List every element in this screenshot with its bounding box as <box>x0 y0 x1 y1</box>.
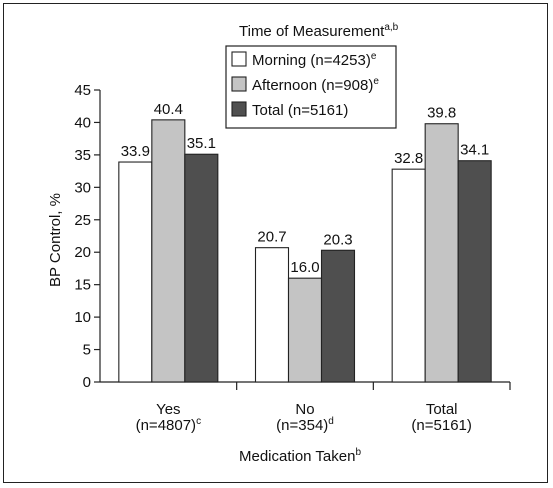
bar <box>151 119 186 383</box>
bar-value-label: 35.1 <box>187 135 216 152</box>
y-tick-label: 45 <box>74 82 91 99</box>
legend-swatch <box>231 76 247 92</box>
y-tick-label: 15 <box>74 277 91 294</box>
category-sublabel: (n=5161) <box>411 417 471 434</box>
x-axis-label-sup: b <box>355 447 361 458</box>
category-sublabel: (n=4807)c <box>136 416 201 434</box>
chart-frame <box>3 3 548 483</box>
bar <box>118 161 153 383</box>
y-tick-label: 40 <box>74 114 91 131</box>
legend-label-sup: e <box>371 51 377 62</box>
y-tick-label: 25 <box>74 212 91 229</box>
legend-title-text: Time of Measurement <box>239 23 385 40</box>
legend-title: Time of Measurementa,b <box>239 22 399 40</box>
category-sublabel: (n=354)d <box>276 416 334 434</box>
legend-label-text: Total (n=5161) <box>252 102 348 119</box>
bar <box>287 277 323 383</box>
category-sublabel-sup: d <box>328 416 334 427</box>
category-sublabel-text: (n=4807) <box>136 417 196 434</box>
bar <box>424 123 459 383</box>
legend-label: Afternoon (n=908)e <box>252 76 379 94</box>
legend-label-text: Morning (n=4253) <box>252 52 371 69</box>
category-labels: Yes(n=4807)c No(n=354)d Total(n=5161) <box>136 401 472 434</box>
y-tick-label: 10 <box>74 309 91 326</box>
legend-label: Total (n=5161) <box>252 102 348 119</box>
bar <box>320 249 356 383</box>
bar <box>184 153 219 383</box>
bar <box>391 168 426 383</box>
category-label: No <box>295 401 314 418</box>
bar <box>254 247 290 383</box>
bar-value-label: 33.9 <box>121 143 150 160</box>
bar-value-label: 20.3 <box>323 231 352 248</box>
legend-swatch <box>231 101 247 117</box>
bar-value-label: 20.7 <box>257 229 286 246</box>
x-axis-label: Medication Takenb <box>239 447 361 465</box>
x-axis-label-text: Medication Taken <box>239 448 355 465</box>
category-sublabel-text: (n=354) <box>276 417 328 434</box>
y-axis-label: BP Control, % <box>47 193 64 287</box>
y-tick-label: 30 <box>74 179 91 196</box>
bars <box>118 119 492 383</box>
bar-value-label: 34.1 <box>460 142 489 159</box>
axes: 0 5 10 15 20 25 30 35 40 45 <box>74 82 511 391</box>
category-label: Yes <box>156 401 180 418</box>
legend-box <box>225 45 397 129</box>
bar-value-labels: 33.9 40.435.1 20.716.020.3 32.8 39.8 34.1 <box>121 101 490 276</box>
legend-title-sup: a,b <box>384 22 398 33</box>
y-tick-label: 20 <box>74 244 91 261</box>
bar-value-label: 40.4 <box>154 101 183 118</box>
y-tick-label: 5 <box>83 342 91 359</box>
bar-value-label: 39.8 <box>427 105 456 122</box>
legend-swatch <box>231 51 247 67</box>
legend-label-text: Afternoon (n=908) <box>252 77 373 94</box>
bar-value-label: 16.0 <box>290 259 319 276</box>
legend-label-sup: e <box>373 76 379 87</box>
y-tick-label: 35 <box>74 147 91 164</box>
legend: Time of Measurementa,b Morning (n=4253)e… <box>225 22 399 129</box>
bar-value-label: 32.8 <box>394 150 423 167</box>
category-sublabel-text: (n=5161) <box>411 417 471 434</box>
legend-label: Morning (n=4253)e <box>252 51 377 69</box>
bar <box>457 160 492 383</box>
y-tick-label: 0 <box>83 374 91 391</box>
category-label: Total <box>426 401 458 418</box>
category-sublabel-sup: c <box>196 416 201 427</box>
